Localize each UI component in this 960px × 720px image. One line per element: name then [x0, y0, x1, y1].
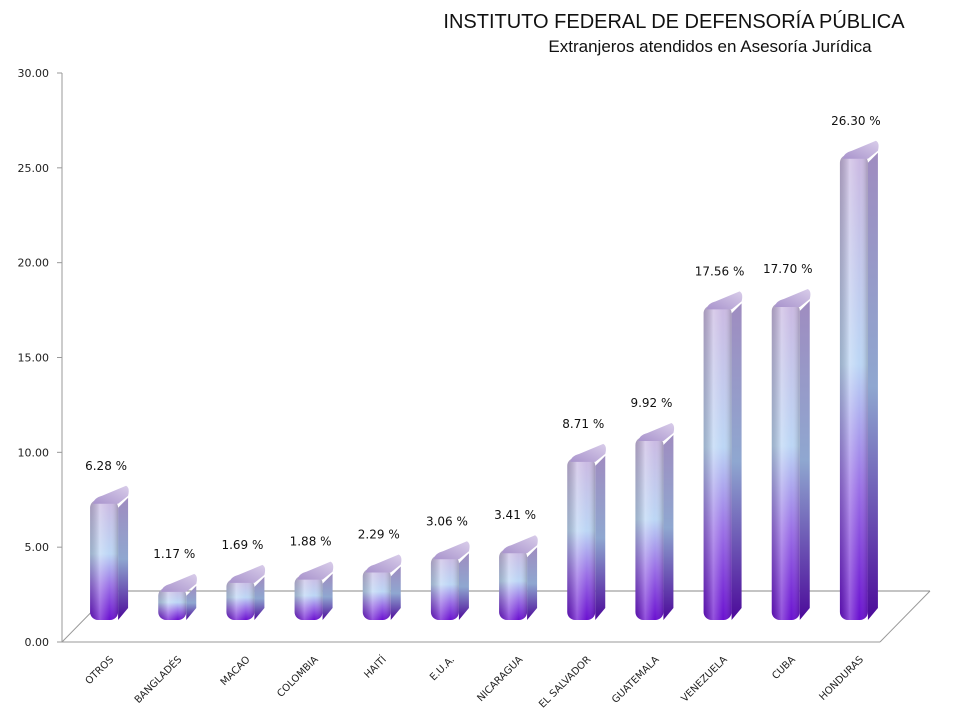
bar-side — [867, 152, 878, 620]
bar-sheen — [635, 437, 664, 620]
bar — [839, 140, 879, 620]
value-label: 1.69 % — [221, 538, 263, 552]
value-label: 3.41 % — [494, 508, 536, 522]
value-label: 9.92 % — [630, 396, 672, 410]
bar-sheen — [703, 305, 732, 620]
bars — [90, 140, 879, 620]
bar-side — [799, 300, 810, 620]
y-tick-label: 15.00 — [18, 352, 50, 365]
category-label: OTROS — [84, 654, 117, 687]
bar — [362, 554, 402, 620]
bar — [294, 561, 334, 620]
value-label: 26.30 % — [831, 114, 881, 128]
bar-sheen — [499, 549, 528, 620]
bar-sheen — [226, 578, 255, 620]
bar-cap — [502, 535, 538, 554]
bar — [430, 541, 470, 620]
bar-sheen — [567, 457, 596, 620]
y-tick-label: 5.00 — [25, 541, 50, 554]
bar-side — [663, 435, 674, 620]
category-label: COLOMBIA — [275, 654, 321, 700]
bar — [158, 573, 197, 620]
bar-cap — [365, 554, 402, 573]
bar-sheen — [771, 302, 800, 620]
bar-sheen — [839, 154, 868, 620]
value-label: 17.70 % — [763, 262, 813, 276]
category-label: GUATEMALA — [610, 654, 661, 705]
bar-cap — [774, 288, 811, 307]
value-label: 6.28 % — [85, 459, 127, 473]
category-label: MACAO — [219, 654, 253, 688]
value-label: 1.88 % — [290, 535, 332, 549]
y-tick-label: 20.00 — [18, 257, 50, 270]
bar-side — [527, 547, 538, 620]
bar — [771, 288, 811, 620]
bar — [226, 564, 266, 620]
bar-cap — [93, 485, 129, 504]
bar-side — [186, 585, 197, 620]
bar-sheen — [430, 555, 459, 620]
y-tick-label: 25.00 — [18, 162, 50, 175]
category-label: VENEZUELA — [679, 654, 729, 704]
value-labels: 6.28 % 1.17 % 1.69 % 1.88 % 2.29 % 3.06 % 3.41… — [85, 114, 881, 561]
bar-cap — [229, 564, 266, 583]
bar — [499, 535, 538, 620]
bar-cap — [706, 291, 743, 310]
bar — [90, 485, 129, 620]
category-label: EL SALVADOR — [537, 654, 593, 710]
bar-side — [254, 576, 265, 620]
y-axis-ticks: 0.00 5.00 10.00 15.00 20.00 25.00 30.00 — [18, 67, 62, 649]
bar-cap — [842, 140, 879, 159]
bar-cap — [570, 443, 606, 462]
bar-side — [458, 553, 469, 620]
bar — [567, 443, 606, 620]
value-label: 17.56 % — [695, 264, 745, 278]
bar-side — [731, 303, 742, 620]
category-label: HAITÍ — [361, 653, 389, 681]
bar-sheen — [158, 587, 187, 620]
category-label: E.U.A. — [428, 654, 457, 683]
bar-side — [390, 566, 401, 620]
bar — [703, 291, 743, 620]
category-label: NICARAGUA — [475, 654, 525, 704]
y-tick-label: 30.00 — [18, 67, 50, 80]
value-label: 2.29 % — [358, 528, 400, 542]
bar-cap — [433, 541, 470, 560]
category-label: CUBA — [770, 654, 798, 682]
y-tick-label: 10.00 — [18, 446, 50, 459]
bar-sheen — [362, 568, 391, 620]
value-label: 1.17 % — [153, 547, 195, 561]
bar-sheen — [294, 575, 323, 620]
bar-sheen — [90, 499, 119, 620]
floor-right-edge — [879, 590, 931, 643]
y-tick-label: 0.00 — [25, 636, 50, 649]
chart-subtitle: Extranjeros atendidos en Asesoría Jurídi… — [548, 37, 872, 56]
bar-side — [595, 455, 606, 620]
bar-side — [322, 573, 333, 620]
value-label: 8.71 % — [562, 417, 604, 431]
bar-side — [118, 497, 129, 620]
chart-title: INSTITUTO FEDERAL DE DEFENSORÍA PÚBLICA — [443, 10, 905, 33]
bar-cap — [638, 423, 675, 442]
category-label: HONDURAS — [818, 654, 867, 703]
category-labels: OTROS BANGLADÉS MACAO COLOMBIA HAITÍ E.U.A. NI… — [84, 653, 866, 711]
bar — [635, 423, 675, 620]
category-label: BANGLADÉS — [131, 653, 184, 706]
value-label: 3.06 % — [426, 514, 468, 528]
bar-cap — [161, 573, 197, 592]
bar-cap — [297, 561, 334, 580]
